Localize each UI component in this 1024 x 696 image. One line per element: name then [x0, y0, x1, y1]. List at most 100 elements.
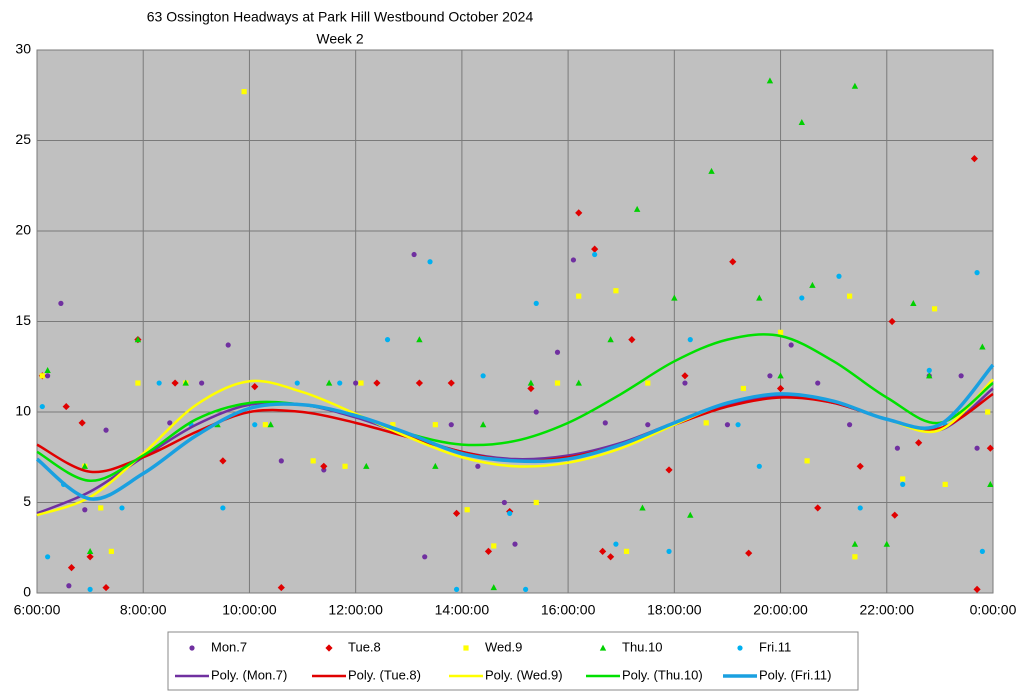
data-point — [847, 293, 853, 299]
chart-subtitle: Week 2 — [316, 31, 363, 47]
data-point — [942, 481, 948, 487]
data-point — [798, 119, 805, 125]
data-point — [776, 384, 785, 393]
data-point — [373, 379, 381, 387]
data-point — [363, 462, 370, 469]
data-point — [628, 336, 636, 344]
data-point — [974, 445, 980, 451]
data-point — [219, 457, 227, 465]
data-point — [815, 380, 821, 386]
data-point — [576, 293, 582, 299]
data-point — [554, 380, 561, 386]
data-point — [613, 288, 619, 294]
legend: Mon.7 Tue.8 Wed.9 Thu.10 Fri.11 Poly. (Mon.7)… — [175, 639, 831, 682]
data-point — [926, 372, 933, 379]
data-point — [134, 336, 142, 343]
legend-label: Poly. (Tue.8) — [348, 667, 421, 682]
x-tick-label: 20:00:00 — [753, 602, 808, 618]
data-point — [453, 586, 460, 592]
data-point — [602, 420, 608, 426]
data-point — [81, 462, 88, 469]
data-point — [87, 586, 93, 592]
data-point — [851, 540, 859, 547]
data-point — [910, 300, 917, 306]
data-point — [44, 366, 51, 373]
data-point — [225, 342, 231, 348]
data-point — [432, 462, 439, 469]
x-tick-label: 10:00:00 — [222, 602, 277, 618]
data-point — [639, 504, 646, 511]
data-point — [390, 422, 396, 428]
data-point — [570, 257, 577, 263]
y-tick-label: 10 — [15, 403, 31, 419]
data-point — [415, 379, 423, 387]
data-point — [432, 422, 438, 428]
legend-label: Poly. (Thu.10) — [622, 667, 703, 682]
data-point — [310, 458, 316, 464]
legend-label: Mon.7 — [211, 639, 247, 654]
y-tick-label: 30 — [15, 41, 31, 57]
data-point — [645, 422, 651, 428]
legend-marker — [325, 644, 333, 652]
data-point — [888, 317, 896, 326]
data-point — [241, 89, 247, 95]
data-point — [262, 422, 268, 428]
data-point — [788, 342, 794, 348]
data-point — [633, 205, 641, 212]
data-point — [607, 336, 614, 343]
data-point — [756, 294, 763, 301]
data-point — [337, 380, 343, 386]
data-point — [533, 409, 539, 415]
data-point — [447, 379, 455, 387]
data-point — [729, 258, 737, 266]
data-point — [342, 463, 348, 469]
data-point — [687, 337, 693, 343]
data-point — [491, 543, 497, 549]
data-point — [501, 499, 507, 506]
data-point — [554, 349, 561, 355]
data-point — [979, 548, 985, 554]
data-point — [973, 585, 981, 593]
y-tick-label: 5 — [23, 493, 31, 509]
x-tick-label: 18:00:00 — [647, 602, 702, 618]
data-point — [527, 384, 535, 393]
legend-label: Fri.11 — [759, 639, 791, 654]
data-point — [703, 420, 709, 426]
legend-label: Tue.8 — [348, 639, 381, 654]
data-point — [724, 422, 731, 428]
data-point — [799, 295, 805, 301]
data-point — [987, 481, 994, 487]
data-point — [86, 547, 94, 554]
data-point — [325, 379, 333, 386]
data-point — [384, 337, 391, 343]
data-point — [507, 510, 513, 516]
data-point — [321, 467, 327, 473]
data-point — [745, 549, 753, 557]
data-point — [58, 300, 64, 306]
data-point — [39, 403, 45, 410]
data-point — [267, 421, 274, 428]
data-point — [448, 422, 454, 428]
y-tick-label: 0 — [23, 584, 31, 600]
data-point — [671, 294, 678, 301]
legend-label: Poly. (Fri.11) — [759, 667, 831, 682]
data-point — [86, 553, 94, 561]
data-point — [894, 445, 901, 451]
data-point — [490, 584, 497, 591]
data-point — [62, 402, 70, 411]
data-point — [277, 583, 285, 592]
data-point — [926, 367, 932, 373]
data-point — [167, 420, 173, 426]
data-point — [452, 509, 461, 517]
data-point — [777, 329, 784, 335]
data-point — [958, 373, 964, 379]
data-point — [599, 547, 607, 555]
data-point — [475, 463, 481, 469]
data-point — [575, 209, 583, 217]
data-point — [777, 372, 784, 379]
data-point — [979, 343, 986, 350]
data-point — [108, 548, 114, 554]
data-point — [847, 422, 853, 428]
data-point — [484, 547, 493, 555]
